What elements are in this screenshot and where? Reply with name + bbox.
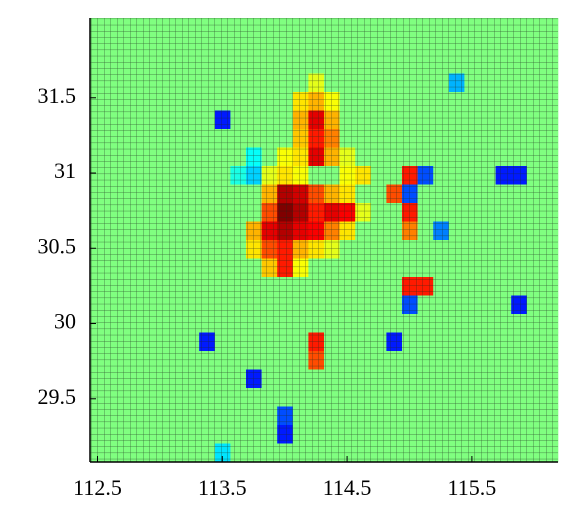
- y-tick-label: 30: [54, 309, 76, 334]
- y-tick-label: 30.5: [38, 233, 77, 258]
- y-tick-label: 31.5: [38, 83, 77, 108]
- x-tick-label: 115.5: [448, 475, 497, 500]
- y-tick-label: 31: [54, 158, 76, 183]
- axes: 112.5 113.5 114.5 115.5 29.5 30 30.5 31 31.5: [38, 18, 558, 500]
- x-tick-label: 114.5: [323, 475, 372, 500]
- x-tick-label: 113.5: [198, 475, 247, 500]
- cell-grid-overlay: [90, 18, 558, 462]
- x-tick-label: 112.5: [73, 475, 122, 500]
- y-tick-label: 29.5: [38, 384, 77, 409]
